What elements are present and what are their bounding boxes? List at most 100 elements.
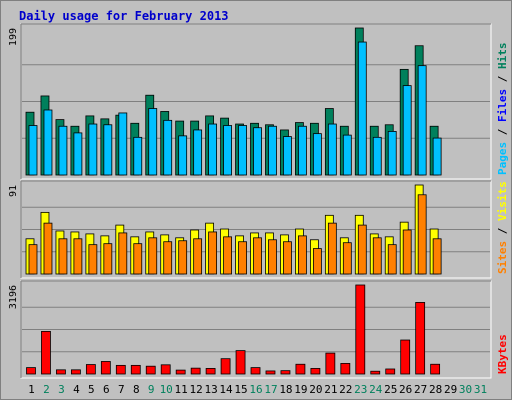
x-tick-label-day-9: 9 xyxy=(148,383,155,396)
bar-files-day-12 xyxy=(193,129,203,176)
bar-kbytes-day-3 xyxy=(56,369,66,375)
bar-files-day-15 xyxy=(238,125,247,176)
bar-files-day-19 xyxy=(298,125,307,176)
bar-kbytes-day-9 xyxy=(145,365,156,375)
bar-files-day-11 xyxy=(178,135,188,176)
bar-sites-day-22 xyxy=(342,242,352,275)
x-tick-label-day-25: 25 xyxy=(384,383,397,396)
x-tick-label-day-2: 2 xyxy=(43,383,50,396)
bar-sites-day-18 xyxy=(283,241,292,275)
bar-kbytes-day-7 xyxy=(115,364,126,375)
bar-kbytes-day-17 xyxy=(265,370,276,375)
bar-files-day-9 xyxy=(148,108,158,176)
x-tick-label-day-24: 24 xyxy=(369,383,383,396)
bar-files-day-27 xyxy=(417,65,427,176)
side-legend-part: KBytes xyxy=(496,334,509,374)
bar-kbytes-day-2 xyxy=(41,330,51,375)
bar-files-day-23 xyxy=(357,41,367,176)
x-tick-label-day-18: 18 xyxy=(279,383,292,396)
bar-kbytes-day-4 xyxy=(71,369,81,375)
bar-files-day-6 xyxy=(103,124,113,176)
bar-kbytes-day-23 xyxy=(355,284,366,375)
x-tick-label-day-7: 7 xyxy=(118,383,125,396)
bar-files-day-28 xyxy=(432,137,442,176)
side-legend-part: Sites xyxy=(496,241,509,274)
bar-sites-day-5 xyxy=(88,244,98,275)
panel-hits-files: 199 Pages / Files / Hits xyxy=(8,23,509,180)
bar-sites-day-28 xyxy=(432,238,442,275)
bar-kbytes-day-26 xyxy=(400,339,411,375)
bar-files-day-2 xyxy=(43,109,53,176)
x-tick-label-day-22: 22 xyxy=(339,383,352,396)
bar-files-day-16 xyxy=(253,127,262,176)
x-tick-label-day-31: 31 xyxy=(474,383,487,396)
x-tick-label-day-19: 19 xyxy=(294,383,307,396)
x-tick-label-day-10: 10 xyxy=(160,383,173,396)
chart-title: Daily usage for February 2013 xyxy=(19,9,229,23)
bar-kbytes-day-24 xyxy=(370,370,381,375)
x-tick-label-day-26: 26 xyxy=(399,383,412,396)
bar-kbytes-day-10 xyxy=(160,364,171,375)
bar-sites-day-16 xyxy=(253,237,262,275)
y-max-label: 3196 xyxy=(8,285,19,309)
x-tick-label-day-8: 8 xyxy=(133,383,140,396)
bar-sites-day-15 xyxy=(238,241,247,275)
bar-kbytes-day-8 xyxy=(130,364,141,375)
panel-visits-sites: 91 Sites / Visits xyxy=(8,180,509,279)
bar-kbytes-day-27 xyxy=(415,302,426,375)
bar-kbytes-day-6 xyxy=(100,361,111,375)
bar-files-day-8 xyxy=(133,136,143,176)
bar-kbytes-day-5 xyxy=(85,364,96,375)
bar-kbytes-day-21 xyxy=(325,352,336,375)
bar-sites-day-26 xyxy=(402,229,412,275)
panel-kbytes: 3196 KBytes xyxy=(8,280,509,379)
bar-sites-day-11 xyxy=(178,240,188,275)
bar-sites-day-24 xyxy=(372,237,382,275)
bar-kbytes-day-19 xyxy=(295,363,306,375)
bar-files-day-3 xyxy=(58,125,68,176)
bar-kbytes-day-12 xyxy=(190,367,201,375)
bar-sites-day-27 xyxy=(417,194,427,275)
bar-files-day-4 xyxy=(73,132,83,176)
x-tick-label-day-23: 23 xyxy=(354,383,367,396)
bar-files-day-26 xyxy=(402,85,412,176)
bar-sites-day-2 xyxy=(43,222,53,275)
bar-sites-day-19 xyxy=(298,235,307,275)
bar-files-day-7 xyxy=(118,112,128,176)
x-axis-labels: 1 2 3 4 5 6 7 8 9 10 11 12 13 14 15 16 17 18 19 20 21 22 23 24 2… xyxy=(28,383,487,396)
chart-panels: 199 Pages / Files / Hits 91 Sites / Visits 3… xyxy=(8,23,509,379)
bar-kbytes-day-1 xyxy=(26,367,36,375)
bar-kbytes-day-15 xyxy=(235,350,246,375)
x-tick-label-day-28: 28 xyxy=(429,383,442,396)
bar-files-day-17 xyxy=(268,125,277,176)
bar-kbytes-day-25 xyxy=(385,368,396,375)
x-tick-label-day-14: 14 xyxy=(219,383,233,396)
side-legend: KBytes xyxy=(496,334,509,374)
bar-sites-day-14 xyxy=(223,236,232,275)
bar-sites-day-10 xyxy=(163,241,173,275)
y-max-label: 91 xyxy=(8,185,19,197)
x-tick-label-day-27: 27 xyxy=(414,383,427,396)
bar-sites-day-1 xyxy=(28,244,38,275)
bar-sites-day-3 xyxy=(58,238,68,275)
x-tick-label-day-12: 12 xyxy=(190,383,203,396)
side-legend-part: Hits xyxy=(496,43,509,70)
x-tick-label-day-21: 21 xyxy=(324,383,337,396)
bar-files-day-1 xyxy=(28,125,38,176)
bar-files-day-20 xyxy=(312,133,322,176)
bar-kbytes-day-16 xyxy=(250,367,261,375)
bar-sites-day-9 xyxy=(148,237,158,275)
bar-files-day-22 xyxy=(342,134,352,176)
x-tick-label-day-4: 4 xyxy=(73,383,80,396)
bar-files-day-14 xyxy=(223,125,232,176)
bar-files-day-13 xyxy=(208,123,218,176)
bar-sites-day-8 xyxy=(133,243,143,275)
x-tick-label-day-29: 29 xyxy=(444,383,457,396)
side-legend-part: Visits xyxy=(496,181,509,221)
x-tick-label-day-6: 6 xyxy=(103,383,110,396)
bar-files-day-10 xyxy=(163,119,173,176)
x-tick-label-day-15: 15 xyxy=(234,383,247,396)
bar-kbytes-day-14 xyxy=(220,358,231,375)
